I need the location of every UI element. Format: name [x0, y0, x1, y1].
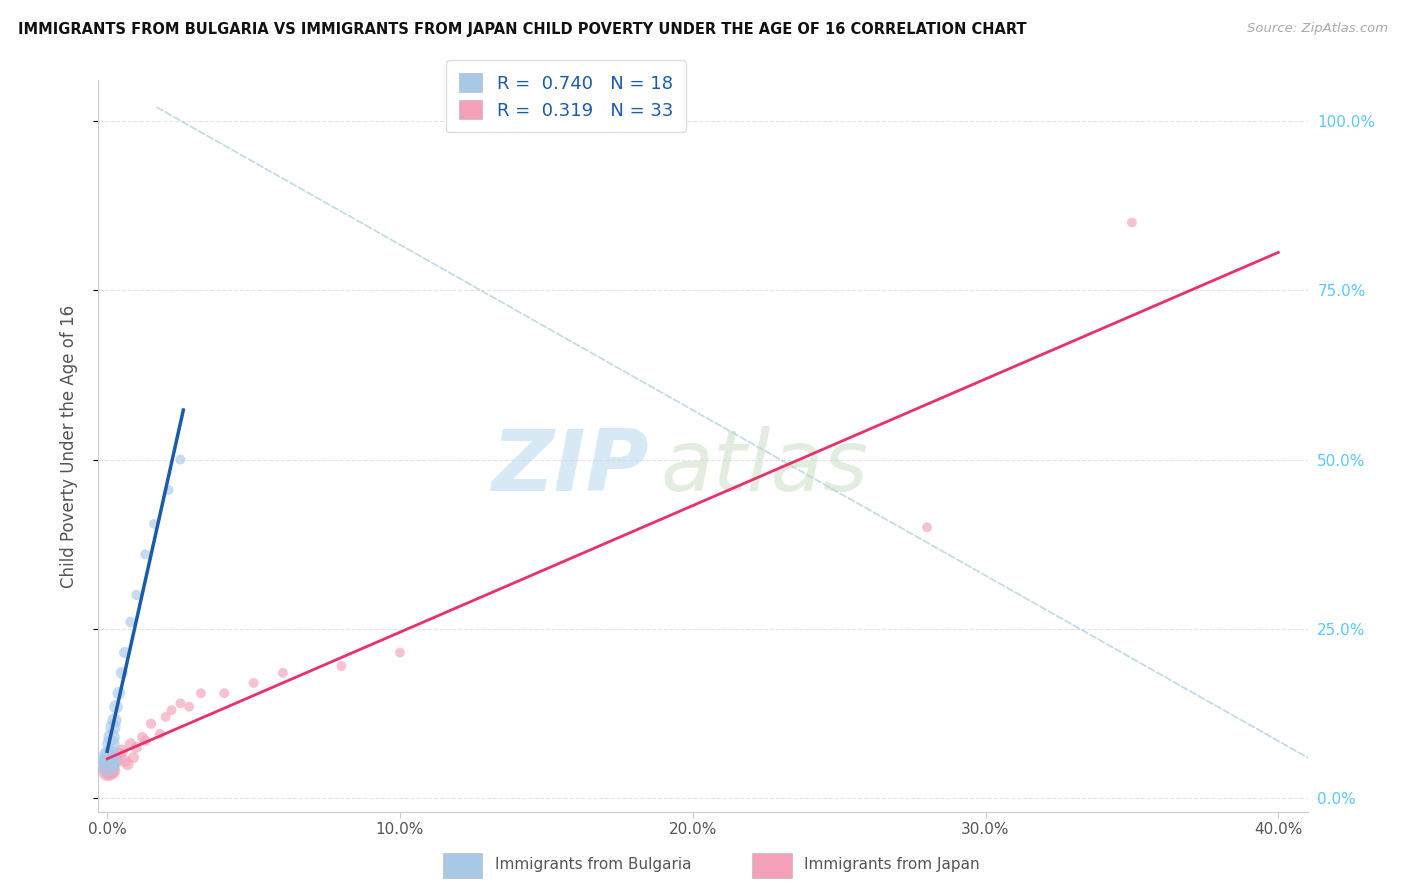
Point	[97, 764, 120, 778]
Point	[108, 686, 131, 700]
Point	[100, 737, 122, 751]
Point	[103, 750, 125, 764]
Point	[100, 730, 122, 744]
Point	[101, 764, 124, 778]
Point	[169, 452, 191, 467]
Point	[134, 733, 156, 747]
Point	[179, 699, 201, 714]
Legend: R =  0.740   N = 18, R =  0.319   N = 33: R = 0.740 N = 18, R = 0.319 N = 33	[446, 60, 686, 132]
Text: atlas: atlas	[661, 426, 869, 509]
Point	[100, 750, 122, 764]
Point	[111, 665, 134, 680]
Text: Immigrants from Japan: Immigrants from Japan	[804, 857, 980, 872]
Y-axis label: Child Poverty Under the Age of 16: Child Poverty Under the Age of 16	[59, 304, 77, 588]
Point	[114, 646, 136, 660]
Point	[108, 747, 131, 761]
Point	[104, 699, 127, 714]
Point	[97, 757, 120, 772]
Point	[117, 757, 139, 772]
Point	[98, 754, 121, 768]
Point	[139, 716, 162, 731]
Point	[169, 697, 191, 711]
Point	[98, 754, 121, 768]
Point	[97, 764, 120, 778]
Point	[125, 588, 148, 602]
Text: Immigrants from Bulgaria: Immigrants from Bulgaria	[495, 857, 692, 872]
Point	[134, 547, 156, 561]
Point	[330, 659, 353, 673]
Point	[104, 754, 127, 768]
Point	[120, 737, 142, 751]
Point	[131, 730, 153, 744]
Point	[242, 676, 264, 690]
Point	[122, 750, 145, 764]
Point	[97, 750, 120, 764]
Point	[157, 483, 180, 497]
Point	[120, 615, 142, 629]
Point	[1121, 215, 1143, 229]
Point	[388, 646, 411, 660]
Text: ZIP: ZIP	[491, 426, 648, 509]
Point	[271, 665, 294, 680]
Point	[149, 727, 172, 741]
Point	[190, 686, 212, 700]
Point	[125, 740, 148, 755]
Point	[100, 757, 122, 772]
Point	[101, 720, 124, 734]
Point	[103, 714, 125, 728]
Point	[143, 516, 166, 531]
Point	[98, 764, 121, 778]
Point	[155, 710, 177, 724]
Point	[111, 744, 134, 758]
Text: Source: ZipAtlas.com: Source: ZipAtlas.com	[1247, 22, 1388, 36]
Point	[114, 754, 136, 768]
Text: IMMIGRANTS FROM BULGARIA VS IMMIGRANTS FROM JAPAN CHILD POVERTY UNDER THE AGE OF: IMMIGRANTS FROM BULGARIA VS IMMIGRANTS F…	[18, 22, 1026, 37]
Point	[97, 757, 120, 772]
Point	[160, 703, 183, 717]
Point	[214, 686, 236, 700]
Point	[915, 520, 938, 534]
Point	[98, 747, 121, 761]
